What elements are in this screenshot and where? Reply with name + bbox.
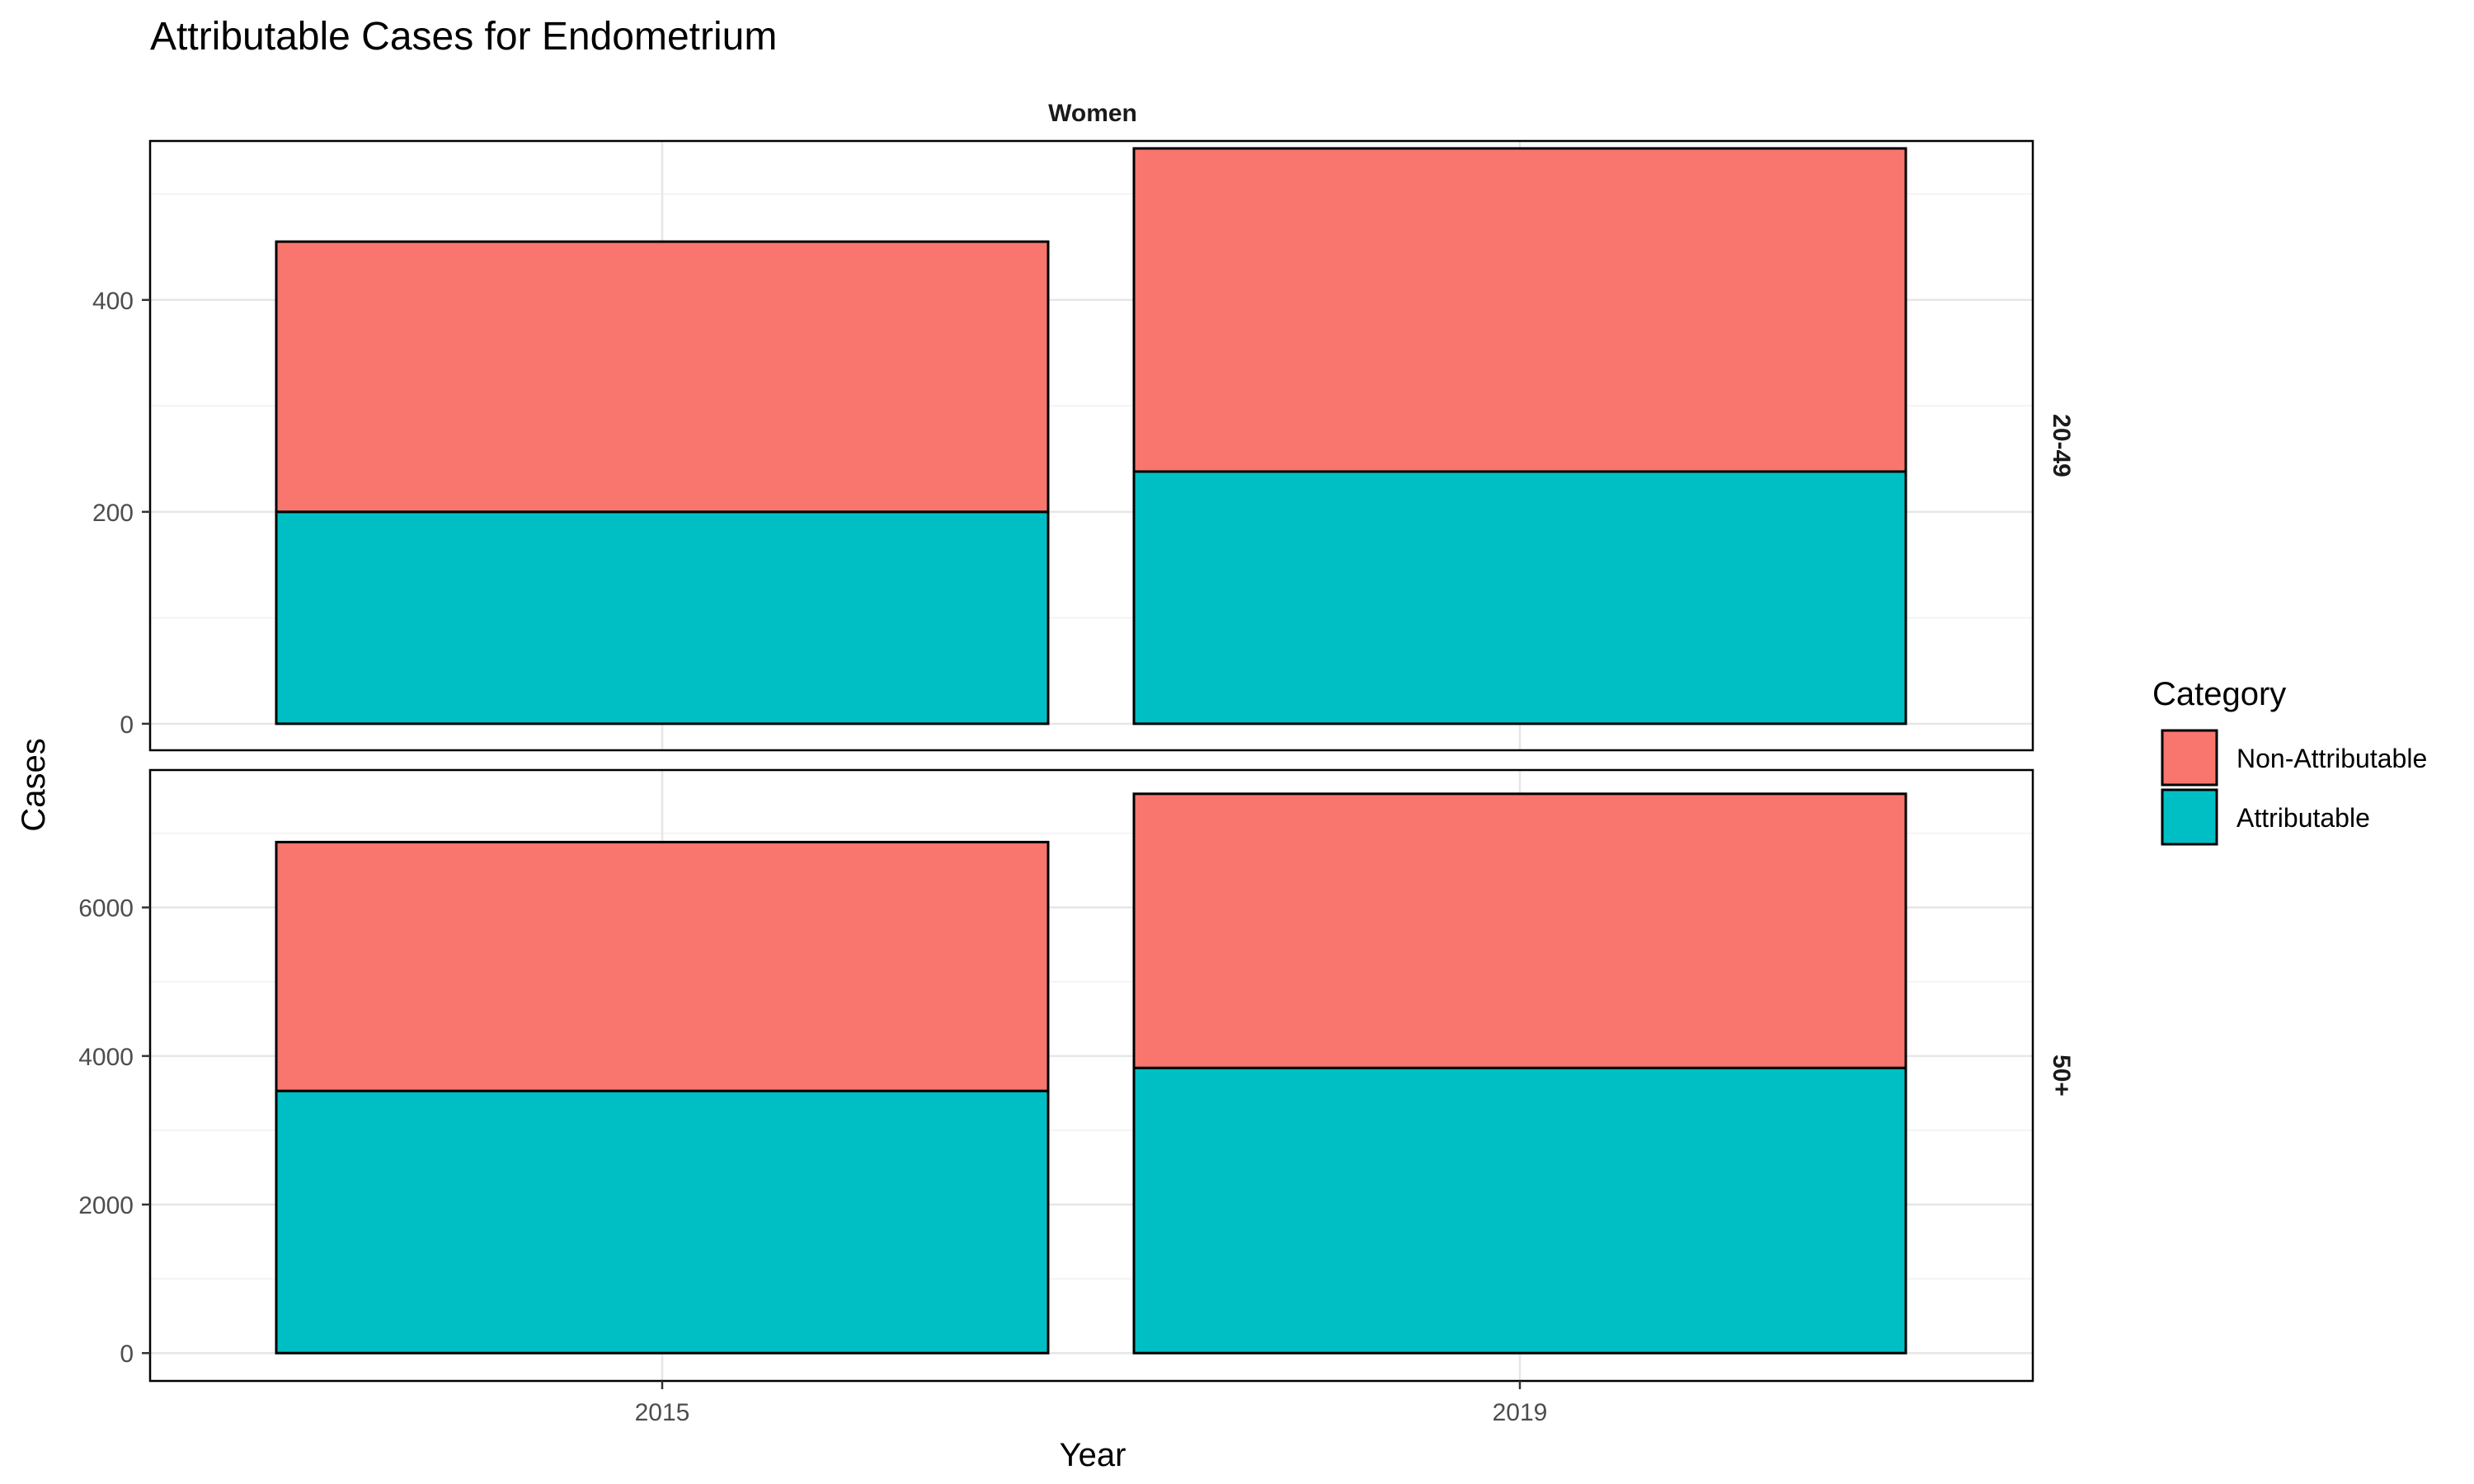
y-axis-title: Cases	[16, 738, 52, 831]
legend-label-non-attributable: Non-Attributable	[2236, 744, 2427, 773]
y-tick-label: 0	[120, 1341, 134, 1368]
panels: 0 200 400 20-49 0 2000 4000 6000 50+ 2015 2019	[78, 139, 2075, 1426]
bar-attributable-2015-20-49	[275, 510, 1050, 726]
y-tick-label: 0	[120, 711, 134, 739]
y-tick-label: 400	[92, 288, 134, 315]
legend-label-attributable: Attributable	[2236, 803, 2370, 833]
bar-attributable-2015-50+	[275, 1089, 1050, 1355]
bar-non-attributable-2019-20-49	[1132, 147, 1907, 473]
x-tick-label-2015: 2015	[635, 1399, 690, 1426]
panel-20-49: 0 200 400 20-49	[92, 139, 2075, 752]
bar-attributable-2019-20-49	[1132, 470, 1907, 726]
legend: Category Non-Attributable Attributable	[2152, 676, 2427, 846]
y-tick-label: 200	[92, 500, 134, 527]
y-tick-label: 2000	[78, 1192, 134, 1219]
panel-50+: 0 2000 4000 6000 50+	[78, 768, 2075, 1383]
facet-strip-women: Women	[1048, 100, 1137, 127]
y-tick-label: 4000	[78, 1044, 134, 1071]
legend-key-attributable	[2161, 788, 2218, 846]
bar-attributable-2019-50+	[1132, 1066, 1907, 1355]
legend-title: Category	[2152, 676, 2286, 712]
bar-non-attributable-2015-20-49	[275, 240, 1050, 514]
panel-border	[148, 768, 2034, 1383]
y-tick-label: 6000	[78, 895, 134, 923]
x-tick-label-2019: 2019	[1493, 1399, 1548, 1426]
x-axis-title: Year	[1060, 1437, 1126, 1473]
panel-border	[148, 139, 2034, 752]
facet-strip-20-49: 20-49	[2048, 414, 2075, 477]
bar-non-attributable-2019-50+	[1132, 792, 1907, 1069]
legend-key-non-attributable	[2161, 729, 2218, 787]
bar-non-attributable-2015-50+	[275, 840, 1050, 1092]
chart-title: Attributable Cases for Endometrium	[150, 15, 777, 59]
facet-strip-50+: 50+	[2048, 1054, 2075, 1097]
